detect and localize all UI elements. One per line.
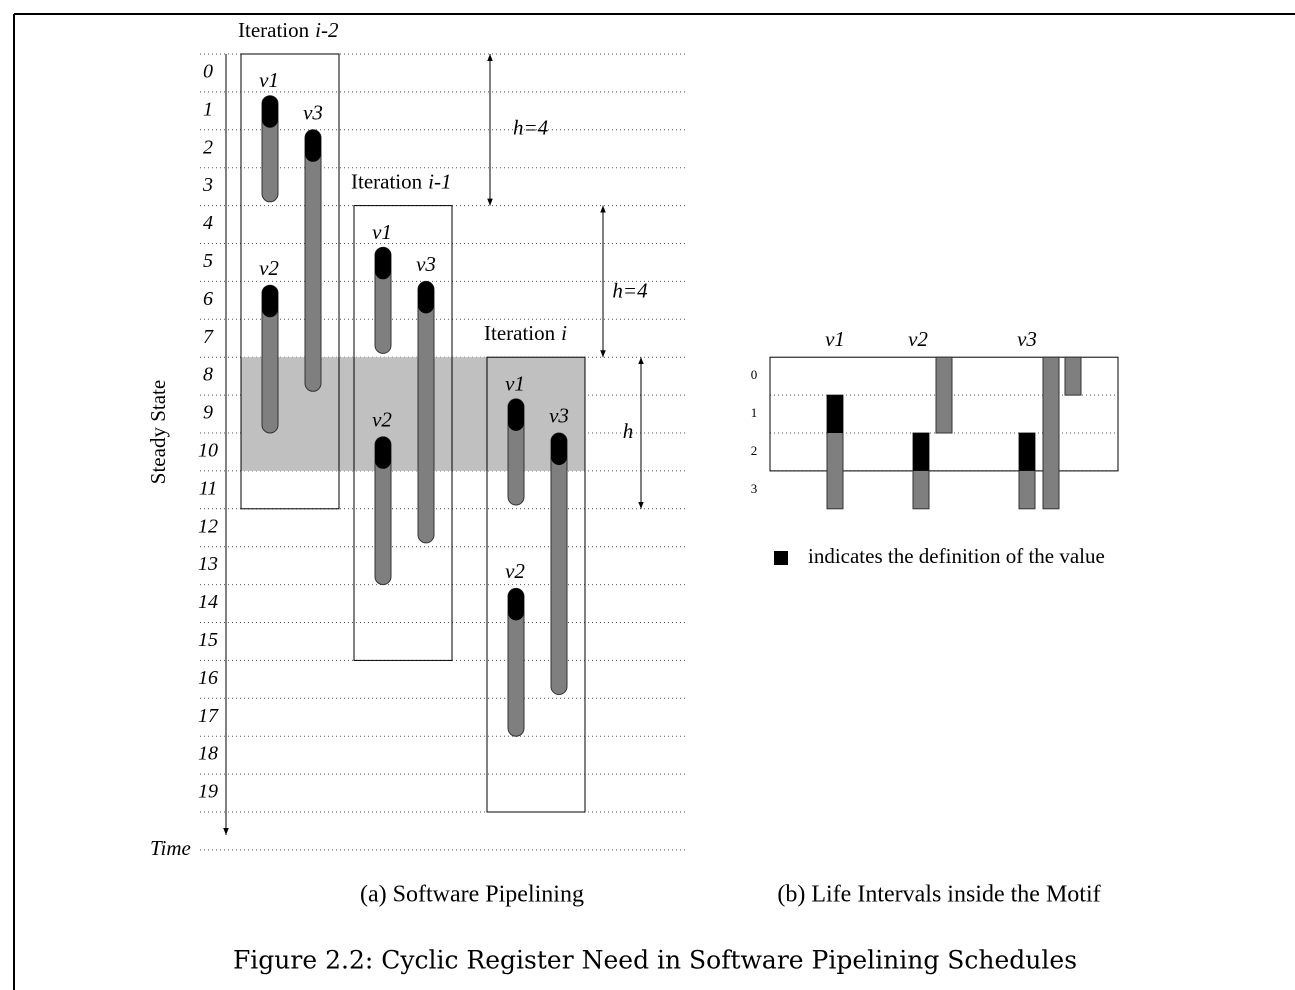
motif-row-label: 3 <box>751 481 758 496</box>
legend-swatch <box>774 551 788 565</box>
iteration-box <box>486 356 586 813</box>
row-label: 10 <box>198 440 218 462</box>
var-label: v2 <box>505 559 525 583</box>
row-label: 6 <box>203 288 213 310</box>
height-label: h <box>623 419 634 443</box>
life-bar <box>304 129 322 392</box>
definition-cap <box>508 588 524 621</box>
motif-row-label: 2 <box>751 443 758 458</box>
figure-caption: Figure 2.2: Cyclic Register Need in Soft… <box>233 946 1077 975</box>
time-label: Time <box>150 836 191 860</box>
axis-label: Steady State <box>146 380 170 484</box>
row-label: 1 <box>203 98 213 120</box>
row-label: 18 <box>198 743 218 765</box>
iteration-index: i-1 <box>428 169 451 193</box>
row-label: 0 <box>203 61 213 83</box>
var-label: v2 <box>259 256 279 280</box>
motif-bar <box>1042 356 1060 510</box>
motif-header: v1 <box>825 327 845 351</box>
motif-def <box>1019 433 1035 471</box>
definition-cap <box>262 95 278 128</box>
iteration-label: Iteration i-2 <box>238 18 339 42</box>
definition-cap <box>418 281 434 314</box>
row-label: 14 <box>198 591 218 613</box>
iteration-word: Iteration <box>484 321 556 345</box>
legend-text: indicates the definition of the value <box>808 544 1105 568</box>
row-label: 3 <box>202 174 213 196</box>
motif-bar <box>935 356 953 434</box>
definition-cap <box>375 436 391 469</box>
iteration-index: i <box>561 321 567 345</box>
life-bar <box>550 432 568 696</box>
row-label: 19 <box>198 781 218 803</box>
iteration-word: Iteration <box>351 169 423 193</box>
row-label: 8 <box>203 364 213 386</box>
var-label: v2 <box>372 407 392 431</box>
row-label: 5 <box>203 250 213 272</box>
motif-header: v3 <box>1017 327 1037 351</box>
row-label: 11 <box>199 477 218 499</box>
caption-a: (a) Software Pipelining <box>360 882 584 908</box>
height-label: h=4 <box>612 279 648 303</box>
var-label: v3 <box>303 100 323 124</box>
motif-header: v2 <box>908 327 928 351</box>
iteration-box <box>353 205 453 661</box>
definition-cap <box>508 398 524 431</box>
var-label: v1 <box>259 68 279 92</box>
iteration-label: Iteration i-1 <box>351 169 451 193</box>
motif-bar <box>1064 356 1082 396</box>
definition-cap <box>375 247 391 280</box>
iteration-word: Iteration <box>238 18 310 42</box>
iteration-index: i-2 <box>315 18 339 42</box>
row-label: 7 <box>203 326 214 348</box>
caption-b: (b) Life Intervals inside the Motif <box>777 882 1100 908</box>
height-label: h=4 <box>513 116 549 140</box>
row-label: 2 <box>203 136 213 158</box>
life-bar <box>417 280 435 544</box>
row-label: 12 <box>198 515 218 537</box>
row-label: 13 <box>198 553 218 575</box>
var-label: v3 <box>416 252 436 276</box>
row-label: 17 <box>198 705 219 727</box>
iteration-label: Iteration i <box>484 321 567 345</box>
definition-cap <box>551 433 567 465</box>
motif-def <box>913 433 929 471</box>
definition-cap <box>262 285 278 318</box>
row-label: 9 <box>203 402 213 424</box>
var-label: v1 <box>372 220 392 244</box>
row-label: 4 <box>203 212 213 234</box>
motif-row-label: 1 <box>751 405 758 420</box>
var-label: v3 <box>549 404 569 428</box>
steady-state <box>241 357 585 471</box>
row-label: 15 <box>198 629 218 651</box>
var-label: v1 <box>505 371 525 395</box>
definition-cap <box>305 129 321 162</box>
row-label: 16 <box>198 667 218 689</box>
iteration-box <box>240 53 340 510</box>
motif-def <box>827 395 843 433</box>
motif-row-label: 0 <box>751 367 758 382</box>
